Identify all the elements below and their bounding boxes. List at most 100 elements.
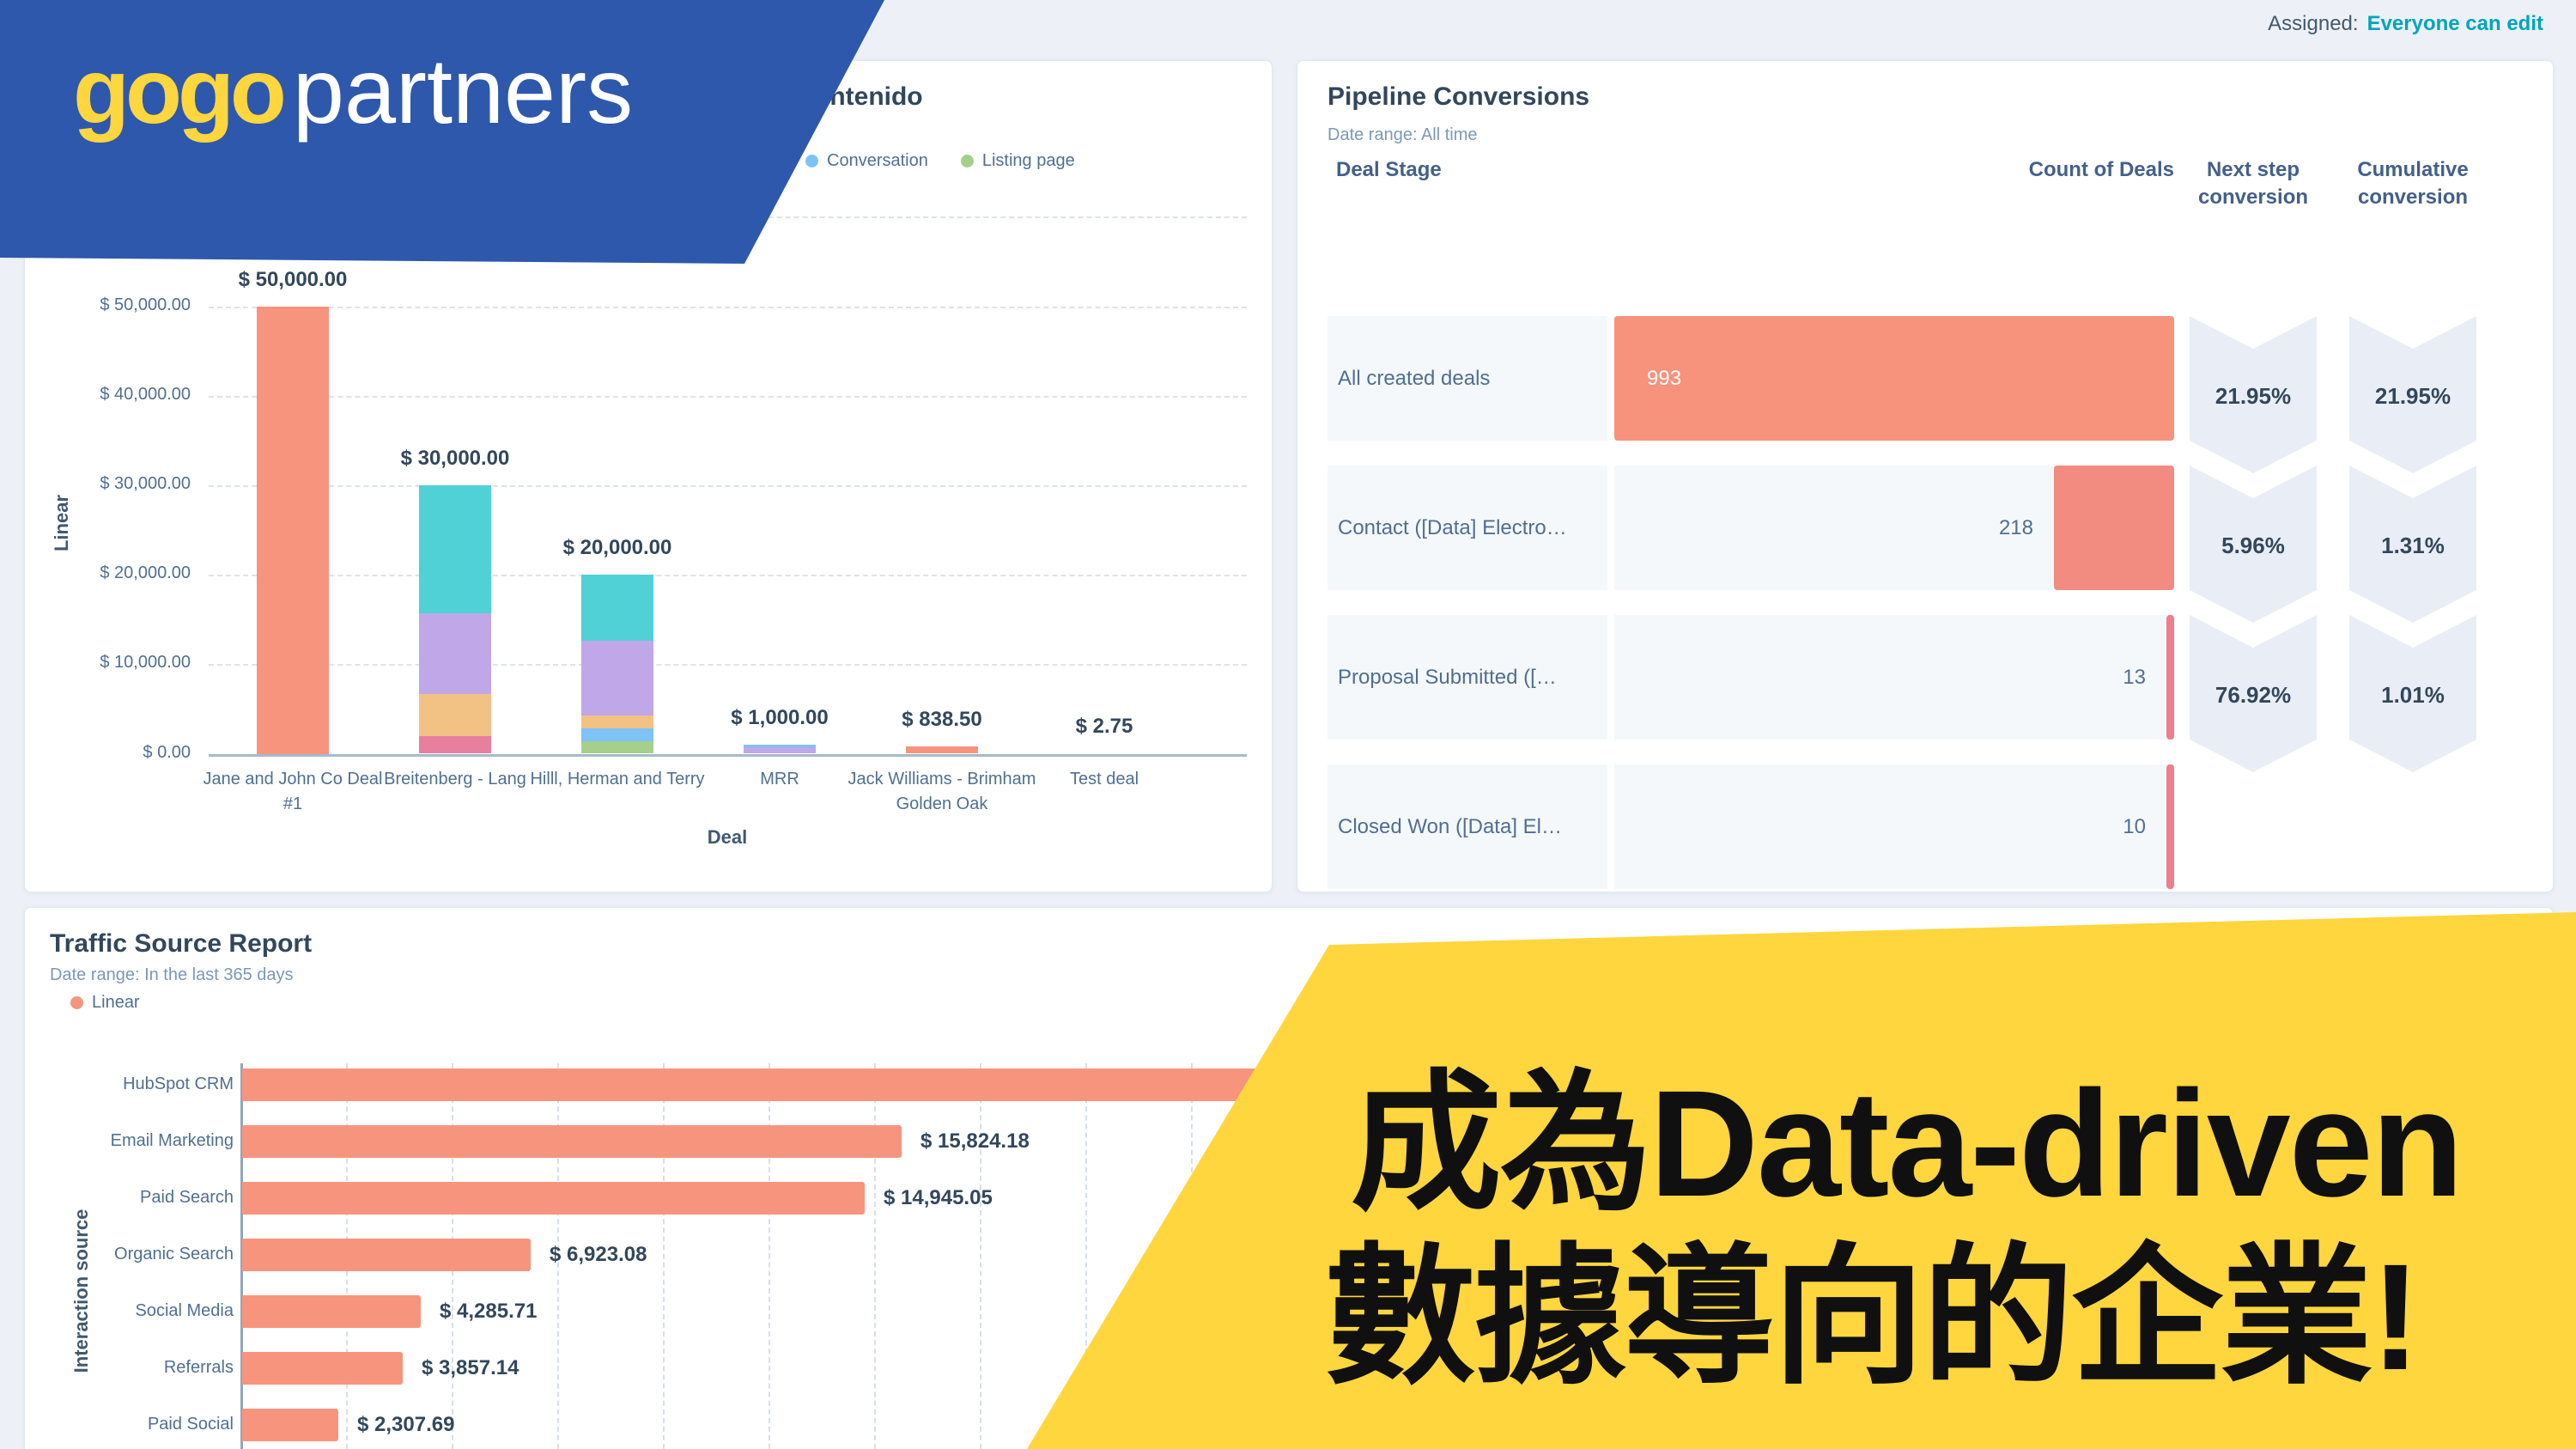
traffic-category-label: Paid Search	[140, 1188, 234, 1207]
deal-chart-legend: Conversation Listing page	[805, 151, 1075, 171]
traffic-bar[interactable]	[242, 1352, 403, 1385]
deal-gridline	[209, 395, 1247, 398]
brand-banner: gogo partners	[0, 0, 884, 264]
deal-bar-segment[interactable]	[744, 745, 816, 747]
pipeline-row-label-cell	[1327, 466, 1607, 590]
assigned-label: Assigned:	[2268, 12, 2359, 35]
assigned-permission-link[interactable]: Everyone can edit	[2366, 12, 2543, 35]
deal-y-tick: $ 0.00	[143, 742, 191, 762]
slogan-line-2: 數據導向的企業!	[1324, 1233, 2421, 1402]
pipeline-stage-label: Contact ([Data] Electro…	[1338, 515, 1567, 539]
pipeline-count-value: 10	[2123, 814, 2146, 838]
pipeline-date-range: Date range: All time	[1327, 125, 1478, 144]
deal-gridline	[209, 575, 1247, 577]
pipeline-next-step-badge: 21.95%	[2190, 316, 2317, 473]
deal-bar-category-label: MRR	[760, 770, 799, 788]
traffic-bar[interactable]	[242, 1068, 1340, 1101]
pipeline-row-bar-cell: 993	[1614, 316, 2174, 441]
traffic-category-label: Social Media	[135, 1301, 234, 1320]
pipeline-stage-label: Closed Won ([Data] El…	[1338, 814, 1562, 838]
deal-bar-segment[interactable]	[581, 728, 653, 742]
deal-legend-label: Conversation	[827, 151, 928, 170]
pipeline-funnel-bar[interactable]	[2054, 466, 2174, 590]
traffic-value-label: $ 4,285.71	[440, 1300, 538, 1323]
traffic-category-label: HubSpot CRM	[123, 1075, 234, 1093]
deal-x-axis-title: Deal	[707, 826, 748, 848]
assigned-bar: Assigned: Everyone can edit	[2268, 12, 2543, 36]
deal-bar-segment[interactable]	[906, 746, 978, 754]
pipeline-funnel-bar[interactable]	[2166, 764, 2174, 889]
deal-bar-category-label: Breitenberg - Lang	[384, 770, 526, 788]
traffic-value-label: $ 15,824.18	[920, 1129, 1030, 1153]
deal-bar-segment[interactable]	[419, 484, 491, 613]
traffic-gridline	[1085, 1063, 1087, 1449]
deal-bar-segment[interactable]	[257, 306, 329, 754]
deal-y-tick: $ 20,000.00	[100, 563, 191, 583]
deal-bar-segment[interactable]	[581, 575, 653, 642]
deal-gridline	[209, 484, 1247, 487]
deal-bar-category-label: Jack Williams - Brimham Golden Oak	[848, 770, 1036, 813]
traffic-value-label: $ 14,945.05	[884, 1186, 993, 1209]
pipeline-funnel-bar[interactable]: 993	[1614, 316, 2174, 441]
pipeline-stage-label: Proposal Submitted ([…	[1338, 665, 1557, 689]
traffic-title: Traffic Source Report	[50, 929, 313, 958]
deal-y-tick: $ 30,000.00	[100, 473, 191, 493]
pipeline-cumulative-badge-value: 21.95%	[2374, 383, 2451, 409]
pipeline-row-label-cell	[1327, 316, 1607, 441]
pipeline-next-step-badge-value: 21.95%	[2215, 383, 2292, 409]
deal-bar-segment[interactable]	[581, 715, 653, 729]
traffic-legend-item-0[interactable]: Linear	[70, 993, 140, 1013]
pipeline-count-value: 218	[1998, 515, 2033, 539]
deal-bar-segment[interactable]	[581, 741, 653, 754]
deal-bar-segment[interactable]	[744, 746, 816, 754]
slogan-line-1: 成為Data-driven	[1350, 1060, 2464, 1228]
deal-bar-value-label: $ 1,000.00	[731, 706, 829, 730]
traffic-value-label: $ 2,307.69	[357, 1413, 455, 1436]
traffic-value-label: $ 6,923.08	[550, 1243, 647, 1266]
gogo-partners-logo: gogo partners	[73, 38, 633, 144]
pipeline-count-value: 13	[2123, 665, 2146, 689]
traffic-legend-dot-icon	[70, 996, 83, 1009]
deal-bar-segment[interactable]	[419, 612, 491, 694]
pipeline-cumulative-badge-value: 1.31%	[2381, 533, 2445, 558]
traffic-bar[interactable]	[242, 1182, 865, 1215]
pipeline-row-bar-cell: 218	[1614, 466, 2174, 590]
deal-gridline	[209, 306, 1247, 308]
traffic-gridline	[557, 1063, 559, 1449]
pipeline-next-step-badge-value: 76.92%	[2215, 682, 2292, 708]
pipeline-stage-label: All created deals	[1338, 366, 1491, 390]
deal-bar-segment[interactable]	[581, 641, 653, 716]
traffic-legend-label: Linear	[92, 993, 140, 1012]
deal-legend-item-0[interactable]: Conversation	[805, 151, 928, 171]
deal-gridline	[209, 664, 1247, 667]
pipeline-cumulative-badge: 1.01%	[2349, 615, 2476, 772]
deal-bar-category-label: Jane and John Co Deal #1	[203, 770, 383, 813]
deal-bar-value-label: $ 30,000.00	[400, 446, 510, 470]
deal-y-tick: $ 50,000.00	[100, 295, 191, 314]
traffic-bar[interactable]	[242, 1409, 338, 1441]
traffic-legend: Linear	[70, 993, 140, 1013]
traffic-category-label: Paid Social	[147, 1415, 234, 1434]
traffic-gridline	[874, 1063, 876, 1449]
traffic-bar[interactable]	[242, 1295, 421, 1328]
brand-banner-background	[0, 0, 884, 264]
deal-baseline	[209, 753, 1247, 757]
traffic-axis-line	[240, 1063, 243, 1449]
traffic-bar[interactable]	[242, 1125, 902, 1158]
deal-bar-segment[interactable]	[419, 735, 491, 754]
deal-legend-item-1[interactable]: Listing page	[960, 151, 1075, 171]
traffic-y-axis-title: Interaction source	[70, 1209, 92, 1373]
deal-bar-value-label: $ 838.50	[902, 707, 982, 731]
pipeline-cumulative-badge-value: 1.01%	[2381, 682, 2445, 708]
pipeline-col-cumulative: Cumulative conversion	[2357, 158, 2469, 209]
deal-bar-value-label: $ 20,000.00	[562, 536, 672, 560]
deal-y-tick: $ 10,000.00	[100, 653, 191, 673]
traffic-value-label: $ 3,857.14	[422, 1356, 519, 1379]
deal-bar-segment[interactable]	[419, 693, 491, 736]
traffic-bar[interactable]	[242, 1239, 531, 1271]
deal-legend-dot-icon	[960, 155, 974, 167]
traffic-category-label: Email Marketing	[110, 1131, 234, 1150]
pipeline-funnel-bar[interactable]	[2166, 615, 2174, 740]
deal-legend-dot-icon	[805, 155, 818, 167]
